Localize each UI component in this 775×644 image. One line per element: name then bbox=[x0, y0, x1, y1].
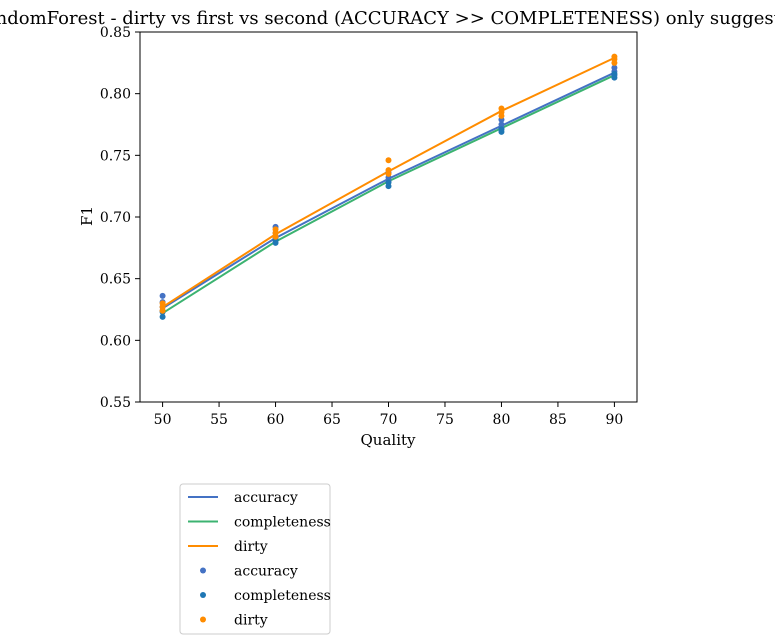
point-dirty bbox=[385, 170, 392, 177]
x-tick-label: 80 bbox=[493, 412, 511, 428]
point-dirty bbox=[385, 157, 392, 164]
x-axis-ticks: 50 55 60 65 70 75 80 85 90 bbox=[154, 402, 623, 428]
x-axis-label: Quality bbox=[361, 431, 417, 449]
legend-marker-accuracy bbox=[200, 567, 206, 574]
legend-label: dirty bbox=[234, 613, 268, 629]
legend: accuracy completeness dirty accuracy complet… bbox=[179, 483, 331, 635]
y-axis-ticks: 0.55 0.60 0.65 0.70 0.75 0.80 0.85 bbox=[100, 25, 140, 411]
y-tick-label: 0.65 bbox=[100, 272, 131, 288]
legend-label: accuracy bbox=[234, 490, 298, 506]
x-tick-label: 85 bbox=[549, 412, 567, 428]
legend-label: accuracy bbox=[234, 564, 298, 580]
x-tick-label: 60 bbox=[267, 412, 285, 428]
y-tick-label: 0.55 bbox=[100, 395, 131, 411]
chart-title: RandomForest - dirty vs first vs second … bbox=[0, 8, 775, 29]
series-points bbox=[159, 53, 618, 320]
y-tick-label: 0.80 bbox=[100, 87, 131, 103]
y-tick-label: 0.85 bbox=[100, 25, 131, 41]
point-completeness bbox=[272, 239, 279, 246]
legend-label: completeness bbox=[234, 515, 331, 531]
point-dirty bbox=[611, 59, 618, 66]
legend-label: completeness bbox=[234, 588, 331, 604]
y-tick-label: 0.60 bbox=[100, 333, 131, 349]
x-tick-label: 65 bbox=[323, 412, 341, 428]
x-tick-label: 75 bbox=[436, 412, 454, 428]
legend-marker-completeness bbox=[200, 592, 206, 598]
legend-marker-dirty bbox=[200, 616, 206, 623]
point-completeness bbox=[385, 183, 392, 190]
x-tick-label: 70 bbox=[380, 412, 398, 428]
plot-area bbox=[139, 31, 638, 403]
point-accuracy bbox=[159, 292, 166, 299]
y-tick-label: 0.70 bbox=[100, 210, 131, 226]
point-dirty bbox=[498, 112, 505, 119]
legend-label: dirty bbox=[234, 539, 268, 555]
plot-frame bbox=[139, 31, 638, 403]
point-completeness bbox=[498, 128, 505, 135]
line-completeness bbox=[162, 74, 615, 315]
point-dirty bbox=[272, 233, 279, 240]
point-completeness bbox=[611, 74, 618, 81]
y-axis-label: F1 bbox=[78, 206, 96, 226]
point-dirty bbox=[159, 307, 166, 314]
x-tick-label: 90 bbox=[605, 412, 623, 428]
y-tick-label: 0.75 bbox=[100, 148, 131, 164]
x-tick-label: 55 bbox=[210, 412, 228, 428]
x-tick-label: 50 bbox=[154, 412, 172, 428]
point-completeness bbox=[159, 313, 166, 320]
legend-frame bbox=[179, 483, 331, 635]
